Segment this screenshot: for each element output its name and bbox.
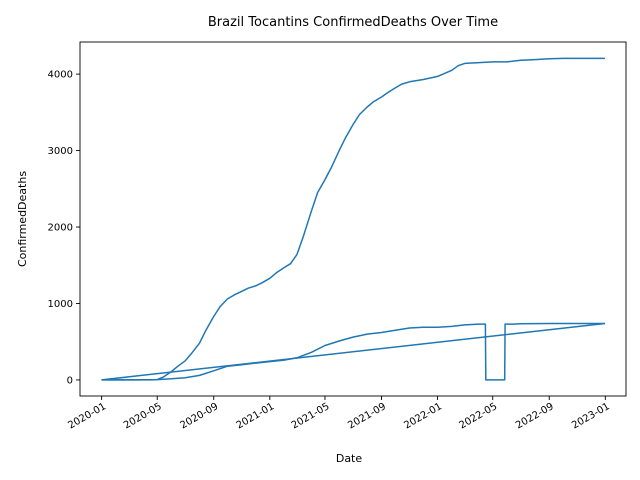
x-tick-label: 2021-01	[235, 401, 277, 431]
chart-title: Brazil Tocantins ConfirmedDeaths Over Ti…	[208, 15, 498, 30]
plot-frame	[79, 41, 627, 397]
x-tick-label: 2022-09	[514, 401, 556, 431]
x-tick-label: 2022-01	[402, 401, 444, 431]
x-tick-label: 2021-09	[346, 401, 388, 431]
y-axis-ticks: 0 1000 2000 3000 4000	[48, 70, 80, 386]
x-tick-label: 2020-05	[122, 401, 164, 431]
series-line-1	[101, 57, 605, 381]
x-tick-label: 2021-05	[290, 401, 332, 431]
plot-lines	[101, 57, 605, 381]
x-tick-label: 2020-09	[179, 401, 221, 431]
series-line-3	[101, 322, 605, 381]
y-tick-label: 4000	[48, 70, 73, 81]
x-tick-label: 2023-01	[570, 401, 612, 431]
y-tick-label: 0	[67, 375, 73, 386]
x-tick-label: 2020-01	[66, 401, 108, 431]
x-tick-label: 2022-05	[458, 401, 500, 431]
series-line-2	[101, 322, 605, 381]
y-tick-label: 2000	[48, 223, 73, 234]
y-axis-label: ConfirmedDeaths	[16, 171, 29, 267]
y-tick-label: 1000	[48, 299, 73, 310]
x-axis-ticks: 2020-01 2020-05 2020-09 2021-01 2021-05 2021-…	[66, 396, 612, 431]
y-tick-label: 3000	[48, 146, 73, 157]
x-axis-label: Date	[336, 452, 363, 465]
